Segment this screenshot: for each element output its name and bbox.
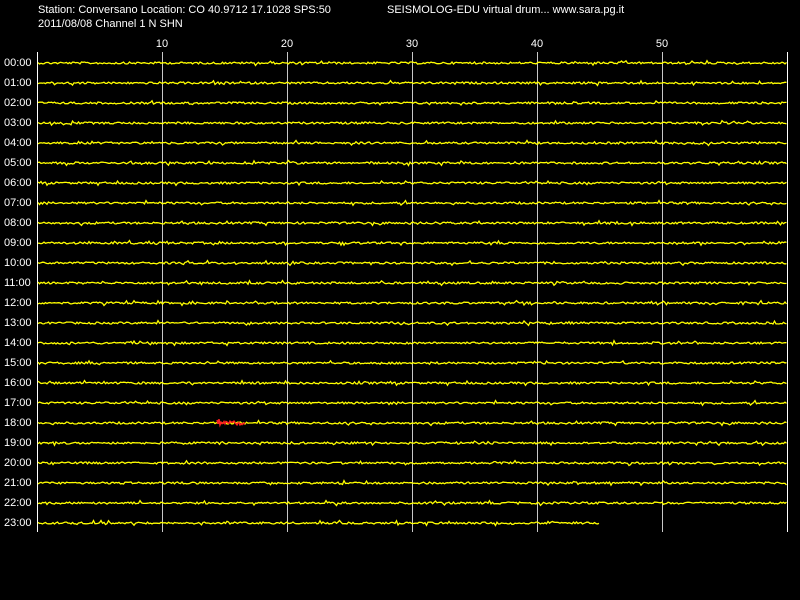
station-info: Station: Conversano Location: CO 40.9712… bbox=[38, 4, 331, 16]
seismic-trace bbox=[37, 459, 787, 467]
app-title: SEISMOLOG-EDU virtual drum... www.sara.p… bbox=[387, 4, 624, 16]
seismic-trace bbox=[37, 319, 787, 327]
row-label: 02:00 bbox=[4, 97, 32, 109]
seismic-trace bbox=[37, 399, 787, 407]
seismic-trace bbox=[37, 79, 787, 87]
seismic-trace bbox=[37, 440, 787, 447]
row-label: 10:00 bbox=[4, 257, 32, 269]
row-label: 18:00 bbox=[4, 417, 32, 429]
seismic-trace bbox=[37, 239, 787, 247]
seismic-trace bbox=[37, 99, 787, 106]
row-label: 00:00 bbox=[4, 57, 32, 69]
row-label: 22:00 bbox=[4, 497, 32, 509]
seismic-trace bbox=[37, 479, 787, 487]
row-label: 16:00 bbox=[4, 377, 32, 389]
event-trace bbox=[216, 419, 246, 428]
row-label: 19:00 bbox=[4, 437, 32, 449]
row-label: 01:00 bbox=[4, 77, 32, 89]
row-label: 12:00 bbox=[4, 297, 32, 309]
row-label: 03:00 bbox=[4, 117, 32, 129]
seismic-trace bbox=[37, 159, 787, 167]
row-label: 15:00 bbox=[4, 357, 32, 369]
date-channel: 2011/08/08 Channel 1 N SHN bbox=[38, 18, 183, 30]
row-label: 06:00 bbox=[4, 177, 32, 189]
seismic-trace bbox=[37, 279, 787, 287]
seismic-trace bbox=[37, 519, 600, 527]
row-label: 09:00 bbox=[4, 237, 32, 249]
seismic-trace bbox=[37, 339, 787, 347]
seismic-trace bbox=[37, 59, 787, 67]
seismic-trace bbox=[37, 219, 787, 227]
row-label: 20:00 bbox=[4, 457, 32, 469]
x-tick-label: 50 bbox=[656, 38, 668, 50]
seismic-trace bbox=[37, 379, 787, 387]
seismic-trace bbox=[37, 119, 787, 127]
seismic-trace bbox=[37, 139, 787, 147]
x-tick-label: 10 bbox=[156, 38, 168, 50]
seismic-trace bbox=[37, 299, 788, 307]
seismic-trace bbox=[37, 419, 787, 427]
row-label: 08:00 bbox=[4, 217, 32, 229]
x-tick-label: 30 bbox=[406, 38, 418, 50]
row-label: 05:00 bbox=[4, 157, 32, 169]
row-label: 13:00 bbox=[4, 317, 32, 329]
row-label: 07:00 bbox=[4, 197, 32, 209]
row-label: 04:00 bbox=[4, 137, 32, 149]
seismic-trace bbox=[37, 499, 787, 507]
row-label: 21:00 bbox=[4, 477, 32, 489]
row-label: 14:00 bbox=[4, 337, 32, 349]
seismic-trace bbox=[37, 259, 787, 267]
row-label: 11:00 bbox=[4, 277, 31, 289]
x-tick-label: 20 bbox=[281, 38, 293, 50]
seismic-trace bbox=[37, 199, 787, 207]
seismic-trace bbox=[37, 359, 787, 366]
row-label: 17:00 bbox=[4, 397, 32, 409]
x-tick-label: 40 bbox=[531, 38, 543, 50]
row-label: 23:00 bbox=[4, 517, 32, 529]
seismic-trace bbox=[37, 179, 787, 187]
